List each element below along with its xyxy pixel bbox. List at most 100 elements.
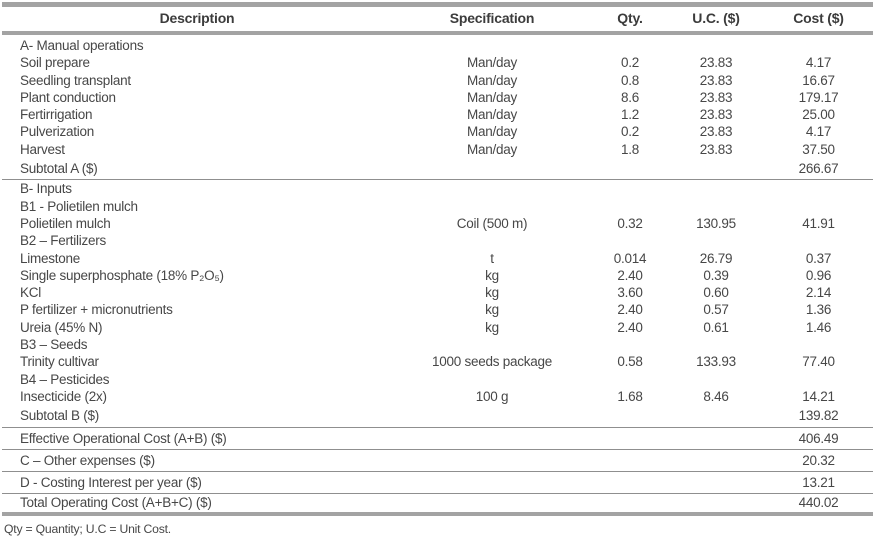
table-header-row: Description Specification Qty. U.C. ($) …: [2, 4, 873, 35]
section-row: B- Inputs: [2, 180, 873, 198]
cell-desc: KCl: [20, 285, 42, 301]
cell-desc: D - Costing Interest per year ($): [2, 471, 392, 495]
cell-uc: [668, 232, 764, 249]
cell-spec: 1000 seeds package: [431, 354, 553, 370]
cell-desc: C – Other expenses ($): [2, 449, 392, 473]
cell-qty: [592, 33, 668, 54]
cell-qty: 0.014: [613, 250, 647, 266]
cell-qty: 2.40: [617, 302, 643, 318]
subtotal-row: C – Other expenses ($) 20.32: [2, 449, 873, 473]
subtotal-row: Effective Operational Cost (A+B) ($) 406.…: [2, 427, 873, 450]
cell-cost: 16.67: [802, 72, 835, 88]
cell-uc: 0.39: [703, 267, 729, 283]
cell-spec: Man/day: [466, 55, 518, 71]
column-header-specification: Specification: [392, 4, 592, 35]
item-row: Fertirrigation Man/day 1.2 23.83 25.00: [2, 106, 873, 123]
cell-spec: Man/day: [466, 124, 518, 140]
item-row: Limestone t 0.014 26.79 0.37: [2, 250, 873, 267]
cell-qty: [592, 494, 668, 514]
cell-qty: 0.2: [620, 124, 640, 140]
cell-desc: P fertilizer + micronutrients: [20, 302, 173, 318]
cell-cost: 0.37: [805, 250, 832, 266]
section-row: B1 - Polietilen mulch: [2, 198, 873, 215]
cell-desc: Polietilen mulch: [20, 215, 111, 231]
cell-cost: 4.17: [805, 124, 832, 140]
cell-uc: 26.79: [699, 250, 733, 266]
section-row: A- Manual operations: [2, 33, 873, 54]
cell-desc: B4 – Pesticides: [20, 371, 110, 387]
cell-uc: 23.83: [699, 141, 733, 157]
item-row: KCl kg 3.60 0.60 2.14: [2, 284, 873, 301]
cell-desc: Ureia (45% N): [20, 319, 103, 335]
cell-uc: 23.83: [699, 55, 733, 71]
cell-cost: 20.32: [764, 449, 873, 473]
cell-uc: [668, 471, 764, 495]
cell-cost: 37.50: [802, 141, 835, 157]
cell-desc: Harvest: [20, 141, 65, 157]
cell-spec: Man/day: [466, 107, 518, 123]
cell-desc: A- Manual operations: [20, 38, 144, 53]
cell-uc: 0.61: [703, 319, 729, 335]
cell-qty: 1.8: [620, 141, 640, 157]
total-row: Total Operating Cost (A+B+C) ($) 440.02: [2, 494, 873, 514]
cell-qty: [592, 405, 668, 428]
cell-spec: [392, 405, 592, 428]
cell-cost: 4.17: [805, 55, 832, 71]
cell-desc: B1 - Polietilen mulch: [20, 198, 138, 214]
cell-qty: [592, 180, 668, 198]
cell-spec: Coil (500 m): [456, 215, 528, 231]
cell-spec: kg: [485, 267, 499, 283]
cell-uc: 133.93: [696, 354, 736, 370]
cell-cost: 41.91: [802, 215, 835, 231]
cell-uc: 130.95: [696, 215, 736, 231]
item-row: Pulverization Man/day 0.2 23.83 4.17: [2, 123, 873, 140]
item-row: P fertilizer + micronutrients kg 2.40 0.57 1…: [2, 301, 873, 318]
cell-cost: [764, 371, 873, 388]
cell-uc: [668, 494, 764, 514]
cell-cost: 1.46: [805, 319, 832, 335]
cell-qty: 0.8: [620, 72, 640, 88]
cell-spec: [392, 33, 592, 54]
cell-uc: 23.83: [699, 89, 733, 105]
cell-qty: 1.68: [617, 388, 643, 404]
cell-desc: Plant conduction: [20, 89, 116, 105]
cell-spec: [392, 471, 592, 495]
cell-uc: 8.46: [703, 388, 729, 404]
cell-spec: [392, 336, 592, 353]
cell-qty: [592, 471, 668, 495]
item-row: Insecticide (2x) 100 g 1.68 8.46 14.21: [2, 388, 873, 405]
item-row: Harvest Man/day 1.8 23.83 37.50: [2, 141, 873, 158]
cell-spec: kg: [485, 302, 499, 318]
cell-spec: [392, 198, 592, 215]
cell-qty: 0.58: [617, 354, 643, 370]
column-header-unit-cost: U.C. ($): [668, 4, 764, 35]
cell-uc: [668, 371, 764, 388]
cell-uc: [668, 180, 764, 198]
cell-qty: 2.40: [617, 319, 643, 335]
cell-uc: [668, 158, 764, 181]
table-header: Description Specification Qty. U.C. ($) …: [2, 4, 873, 35]
column-header-qty: Qty.: [592, 4, 668, 35]
cell-desc: Subtotal A ($): [2, 158, 392, 181]
cell-uc: [668, 336, 764, 353]
table-footnote: Qty = Quantity; U.C = Unit Cost.: [4, 521, 171, 536]
subtotal-row: Subtotal B ($) 139.82: [2, 405, 873, 428]
cell-desc: Single superphosphate (18% P₂O₅): [20, 267, 224, 283]
cell-spec: [392, 158, 592, 181]
cell-spec: Man/day: [466, 89, 518, 105]
cell-cost: 14.21: [802, 388, 835, 404]
cell-qty: 1.2: [620, 107, 640, 123]
cell-desc: Insecticide (2x): [20, 388, 107, 404]
cell-spec: kg: [485, 319, 499, 335]
cell-spec: [392, 180, 592, 198]
cell-spec: Man/day: [466, 72, 518, 88]
cell-desc: Total Operating Cost (A+B+C) ($): [20, 495, 212, 511]
cell-qty: 0.32: [617, 215, 643, 231]
cell-cost: 25.00: [802, 107, 835, 123]
cell-uc: 23.83: [699, 107, 733, 123]
cell-desc: B3 – Seeds: [20, 337, 88, 353]
cell-uc: [668, 449, 764, 473]
cell-desc: Seedling transplant: [20, 72, 131, 88]
cell-spec: [392, 232, 592, 249]
cell-spec: Man/day: [466, 141, 518, 157]
